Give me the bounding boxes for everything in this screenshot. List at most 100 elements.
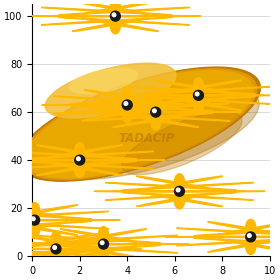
Ellipse shape (0, 248, 122, 249)
Ellipse shape (30, 215, 39, 225)
Ellipse shape (100, 241, 104, 244)
Ellipse shape (146, 193, 223, 207)
Ellipse shape (155, 80, 232, 94)
Ellipse shape (1, 222, 78, 235)
Ellipse shape (29, 245, 160, 253)
Ellipse shape (193, 78, 204, 93)
Ellipse shape (146, 176, 223, 189)
Ellipse shape (22, 69, 257, 179)
Ellipse shape (113, 95, 264, 96)
Ellipse shape (113, 114, 189, 127)
Ellipse shape (42, 104, 193, 106)
Ellipse shape (113, 97, 189, 110)
Ellipse shape (248, 234, 251, 237)
Ellipse shape (53, 96, 184, 104)
Ellipse shape (195, 92, 199, 96)
Ellipse shape (60, 229, 137, 242)
Ellipse shape (123, 97, 199, 110)
Ellipse shape (0, 220, 120, 221)
Ellipse shape (13, 234, 89, 247)
Ellipse shape (176, 238, 280, 246)
Ellipse shape (99, 113, 230, 121)
Ellipse shape (99, 239, 108, 249)
Ellipse shape (31, 217, 35, 221)
Ellipse shape (51, 251, 61, 267)
Ellipse shape (23, 251, 99, 264)
Ellipse shape (23, 234, 99, 247)
Ellipse shape (0, 240, 113, 248)
Ellipse shape (123, 114, 199, 127)
Ellipse shape (165, 80, 242, 94)
Ellipse shape (246, 219, 256, 235)
Ellipse shape (72, 1, 148, 14)
Ellipse shape (218, 222, 280, 235)
Ellipse shape (208, 239, 280, 252)
Ellipse shape (58, 7, 190, 15)
Ellipse shape (193, 98, 204, 113)
Ellipse shape (124, 102, 128, 105)
Ellipse shape (0, 221, 109, 229)
Ellipse shape (174, 186, 185, 196)
Ellipse shape (30, 202, 39, 218)
Ellipse shape (30, 222, 39, 238)
Ellipse shape (81, 113, 213, 121)
Ellipse shape (122, 107, 132, 122)
Ellipse shape (151, 107, 161, 117)
Ellipse shape (70, 246, 146, 259)
Ellipse shape (1, 205, 78, 218)
Ellipse shape (94, 90, 170, 103)
Ellipse shape (176, 228, 280, 236)
Ellipse shape (61, 104, 213, 106)
Ellipse shape (37, 145, 113, 158)
Ellipse shape (46, 162, 123, 175)
Ellipse shape (136, 176, 213, 189)
Ellipse shape (81, 103, 213, 111)
Ellipse shape (155, 97, 232, 111)
Ellipse shape (38, 244, 189, 245)
Ellipse shape (6, 161, 137, 169)
Ellipse shape (122, 192, 254, 200)
Ellipse shape (14, 160, 165, 161)
Ellipse shape (53, 246, 57, 249)
Ellipse shape (46, 145, 123, 158)
Ellipse shape (53, 106, 184, 114)
Ellipse shape (23, 161, 154, 169)
Ellipse shape (151, 115, 161, 130)
Ellipse shape (112, 13, 116, 17)
Ellipse shape (70, 96, 201, 104)
Ellipse shape (174, 193, 185, 209)
Ellipse shape (246, 232, 256, 242)
Ellipse shape (69, 68, 138, 94)
Ellipse shape (0, 250, 113, 258)
Ellipse shape (136, 193, 213, 207)
Ellipse shape (51, 244, 61, 254)
Ellipse shape (185, 236, 280, 237)
Ellipse shape (60, 246, 137, 259)
Ellipse shape (90, 112, 241, 113)
Ellipse shape (25, 71, 253, 178)
Ellipse shape (18, 244, 169, 245)
Ellipse shape (75, 143, 85, 158)
Ellipse shape (70, 229, 146, 242)
Ellipse shape (41, 7, 172, 15)
Ellipse shape (29, 235, 160, 243)
Ellipse shape (18, 67, 260, 181)
Ellipse shape (0, 221, 92, 229)
Ellipse shape (51, 231, 61, 247)
Ellipse shape (194, 228, 280, 236)
Ellipse shape (133, 95, 280, 96)
Ellipse shape (41, 17, 172, 25)
Ellipse shape (0, 205, 68, 218)
Ellipse shape (0, 160, 146, 161)
Ellipse shape (153, 109, 156, 113)
Ellipse shape (122, 183, 254, 190)
Ellipse shape (99, 103, 230, 111)
Ellipse shape (0, 211, 109, 219)
Ellipse shape (122, 112, 242, 175)
Ellipse shape (0, 222, 68, 235)
Ellipse shape (218, 239, 280, 252)
Ellipse shape (0, 220, 101, 221)
Ellipse shape (176, 188, 180, 192)
Ellipse shape (193, 90, 204, 100)
Ellipse shape (84, 107, 160, 120)
